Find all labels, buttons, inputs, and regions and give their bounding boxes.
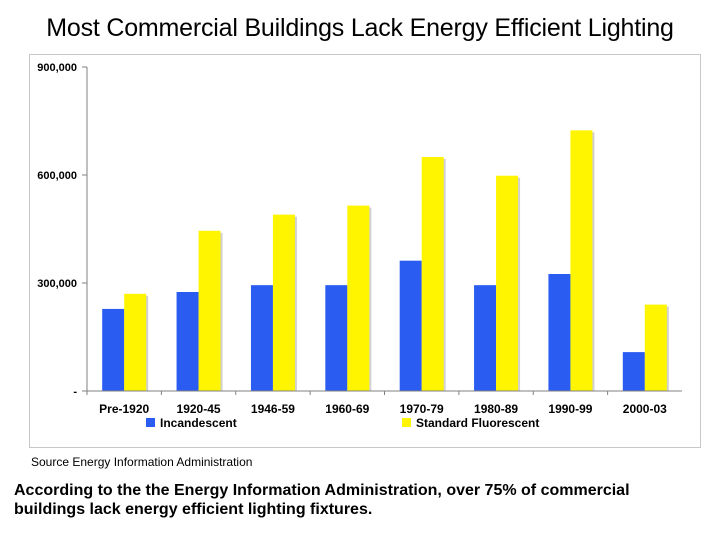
y-tick-label: 300,000 (37, 278, 77, 290)
bar-incandescent (622, 352, 645, 391)
x-tick-label: 1970-79 (400, 402, 444, 416)
chart-frame: - 300,000 600,000 900,000 Pre-1920 1920-45 19… (29, 54, 701, 448)
slide-title: Most Commercial Buildings Lack Energy Ef… (46, 14, 674, 42)
bar-incandescent (548, 274, 571, 391)
bar-fluorescent (272, 214, 295, 391)
legend-swatch (402, 418, 411, 427)
bar-incandescent (399, 260, 422, 391)
bar-fluorescent (124, 293, 147, 391)
y-axis-ticks: - 300,000 600,000 900,000 (37, 62, 87, 398)
x-tick-label: 1990-99 (548, 402, 592, 416)
bar-incandescent (474, 285, 497, 391)
source-note: Source Energy Information Administration (31, 455, 253, 469)
legend: Incandescent Standard Fluorescent (146, 416, 539, 430)
bar-fluorescent (347, 205, 370, 391)
bar-fluorescent (496, 175, 519, 391)
bar-series (102, 130, 669, 392)
bar-fluorescent (198, 230, 221, 391)
y-tick-label: - (73, 386, 77, 398)
x-tick-label: 1980-89 (474, 402, 518, 416)
caption: According to the the Energy Information … (14, 482, 630, 518)
x-tick-label: 1946-59 (251, 402, 295, 416)
x-tick-label: Pre-1920 (99, 402, 149, 416)
y-tick-label: 900,000 (37, 62, 77, 74)
legend-swatch (146, 418, 155, 427)
x-tick-label: 1920-45 (177, 402, 221, 416)
legend-label: Incandescent (160, 416, 237, 430)
x-axis-labels: Pre-1920 1920-45 1946-59 1960-69 1970-79 1980… (86, 391, 667, 416)
bar-fluorescent (570, 130, 593, 392)
y-tick-label: 600,000 (37, 170, 77, 182)
legend-label: Standard Fluorescent (416, 416, 539, 430)
bar-fluorescent (644, 304, 667, 391)
bar-incandescent (250, 285, 273, 391)
bar-incandescent (176, 292, 199, 391)
bar-incandescent (102, 308, 125, 391)
bar-chart: - 300,000 600,000 900,000 Pre-1920 1920-45 19… (37, 62, 682, 430)
bar-fluorescent (421, 157, 444, 391)
bar-incandescent (325, 285, 348, 391)
x-tick-label: 2000-03 (623, 402, 667, 416)
x-tick-label: 1960-69 (325, 402, 369, 416)
